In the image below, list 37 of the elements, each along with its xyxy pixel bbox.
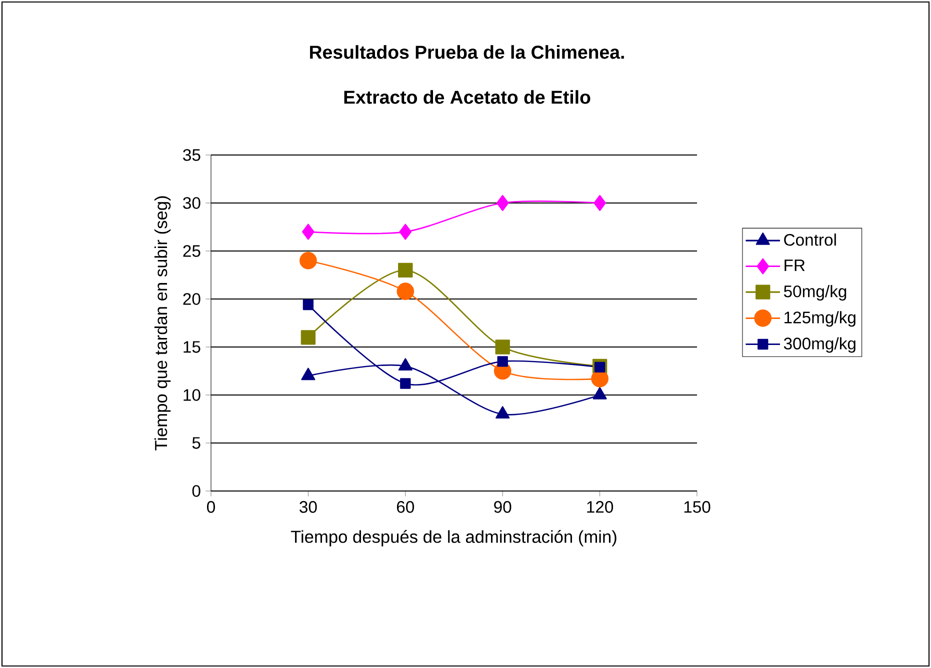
x-axis-title: Tiempo después de la adminstración (min) <box>290 530 616 546</box>
y-tick-label: 5 <box>192 437 200 449</box>
point <box>396 282 414 300</box>
point <box>300 330 316 345</box>
point <box>594 195 606 212</box>
y-tick-label: 10 <box>184 389 200 401</box>
y-tick-label: 0 <box>192 485 200 497</box>
point <box>300 252 317 270</box>
x-tick-label: 30 <box>300 501 317 513</box>
legend-label: Control <box>784 234 836 246</box>
point <box>495 340 510 354</box>
y-tick-label: 30 <box>183 197 200 209</box>
point <box>591 370 608 388</box>
legend-label: 50mg/kg <box>784 285 846 301</box>
legend-label: 125mg/kg <box>784 311 856 327</box>
y-tick-label: 20 <box>183 293 200 305</box>
point <box>400 378 411 389</box>
point <box>496 195 509 212</box>
legend-label: FR <box>784 260 805 272</box>
point <box>594 362 606 372</box>
x-tick-label: 0 <box>207 501 215 513</box>
y-tick-label: 15 <box>184 341 200 353</box>
x-tick-label: 60 <box>396 501 414 513</box>
legend-label: 300mg/kg <box>784 337 856 353</box>
point <box>399 224 412 240</box>
chart-title: Resultados Prueba de la Chimenea. <box>310 45 624 59</box>
y-tick-label: 35 <box>183 149 200 161</box>
point <box>302 224 314 240</box>
point <box>398 262 413 278</box>
point <box>302 299 314 310</box>
x-tick-label: 90 <box>494 501 512 513</box>
x-tick-label: 150 <box>684 501 710 513</box>
chart-subtitle: Extracto de Acetato de Etilo <box>344 90 590 104</box>
y-axis-title: Tiempo que tardan en subir (seg) <box>154 196 171 450</box>
x-tick-label: 120 <box>587 501 614 513</box>
y-tick-label: 25 <box>183 245 200 257</box>
point <box>497 356 508 367</box>
